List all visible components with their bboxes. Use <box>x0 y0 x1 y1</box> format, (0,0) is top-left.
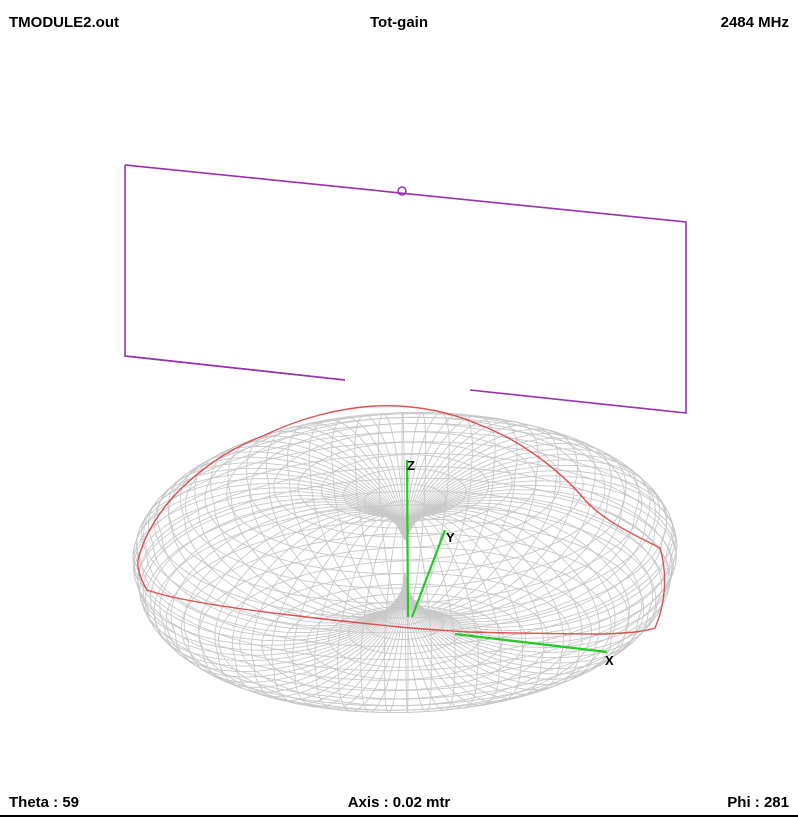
mesh-line <box>239 572 571 707</box>
mesh-line <box>198 509 406 688</box>
mesh-line <box>283 592 527 691</box>
radiation-pattern-mesh <box>132 411 678 714</box>
mesh-line <box>261 583 549 700</box>
ground-plane-left-edge <box>124 165 346 381</box>
mesh-line <box>167 413 643 604</box>
axis-scale-readout: Axis : 0.02 mtr <box>347 794 451 811</box>
mesh-line <box>153 504 657 707</box>
x-axis-line <box>454 632 608 654</box>
x-axis-label: X <box>605 653 614 668</box>
y-axis-line <box>410 529 447 618</box>
mesh-line <box>306 600 504 680</box>
feed-point-marker <box>397 186 407 196</box>
z-axis-label: Z <box>407 458 415 473</box>
mesh-line <box>180 532 630 714</box>
z-axis-line <box>405 459 410 618</box>
quantity-label: Tot-gain <box>369 14 429 31</box>
mesh-line <box>165 518 645 711</box>
mesh-line <box>137 465 673 681</box>
mesh-line <box>363 483 447 518</box>
mesh-line <box>217 560 593 711</box>
mesh-line <box>297 441 513 529</box>
mesh-line <box>135 431 675 648</box>
theta-readout: Theta : 59 <box>9 794 80 811</box>
mesh-line <box>273 431 537 538</box>
footer-divider <box>0 815 798 817</box>
mesh-line <box>327 605 483 668</box>
mesh-line <box>249 422 561 549</box>
mesh-line <box>144 490 666 700</box>
mesh-line <box>343 468 467 519</box>
mesh-line <box>232 512 406 698</box>
frequency-label: 2484 MHz <box>720 14 789 31</box>
mesh-line <box>143 422 667 634</box>
pattern-cut-curve <box>137 405 666 635</box>
radiation-pattern-view[interactable]: Z Y X <box>0 0 798 790</box>
mesh-line <box>132 441 678 660</box>
mesh-line <box>320 454 490 523</box>
phi-readout: Phi : 281 <box>727 794 789 811</box>
file-name-label: TMODULE2.out <box>9 14 119 31</box>
mesh-line <box>184 411 626 589</box>
mesh-line <box>381 605 429 625</box>
mesh-line <box>198 546 612 714</box>
y-axis-label: Y <box>446 530 455 545</box>
ground-plane-outline <box>124 164 687 414</box>
